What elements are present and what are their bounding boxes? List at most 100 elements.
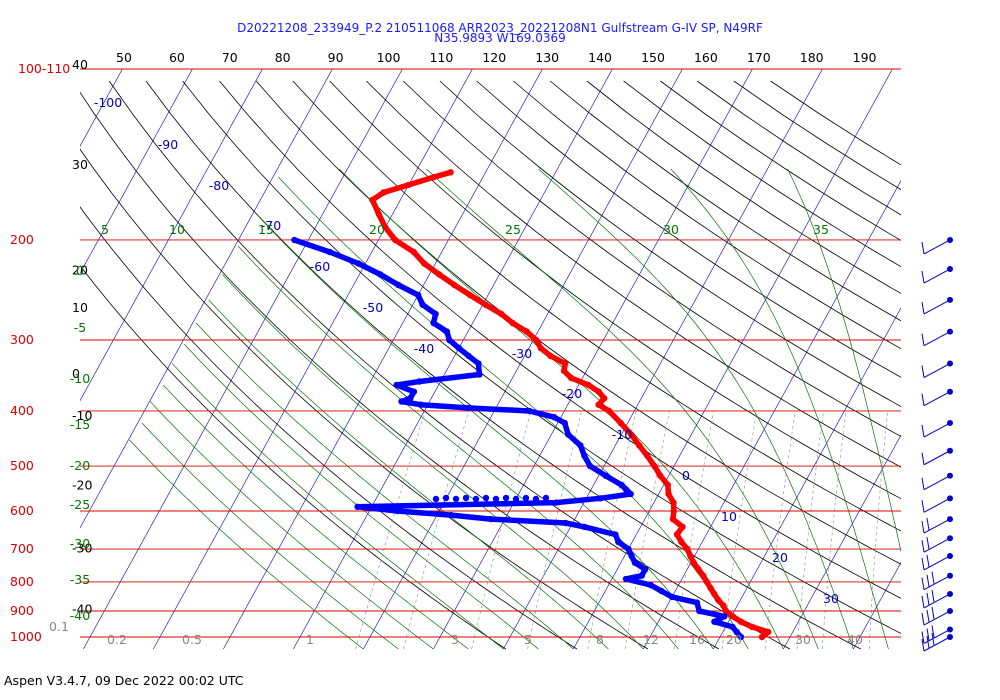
dewpoint-trace-point <box>737 633 745 641</box>
temperature-trace-point <box>595 388 602 395</box>
mixing-ratio-line <box>587 410 637 650</box>
dewpoint-trace-point <box>395 281 402 289</box>
wind-barbs <box>921 236 953 652</box>
mixing-ratio-label: 40 <box>847 632 863 647</box>
temperature-trace-point <box>568 374 575 382</box>
wind-barb-feather <box>926 592 930 606</box>
altitude-tick-label: 10 <box>72 300 88 315</box>
dewpoint-trace-point <box>492 495 500 503</box>
temperature-trace-point <box>436 271 443 278</box>
isotherm-line <box>783 434 901 650</box>
wind-barb-staff <box>923 636 951 652</box>
temperature-trace-point <box>651 462 658 470</box>
dewpoint-trace-point <box>393 381 400 389</box>
top-scale-label: 130 <box>535 50 559 65</box>
dewpoint-trace-point <box>602 472 609 479</box>
top-scale-label: 60 <box>169 50 185 65</box>
dewpoint-trace-point <box>615 538 622 546</box>
temperature-trace-point <box>695 566 702 573</box>
moist-adiabat-left-label: -25 <box>70 497 90 512</box>
temperature-trace-point <box>720 602 727 609</box>
moist-adiabat-label: 25 <box>505 222 521 237</box>
altitude-tick-label: -20 <box>72 478 92 493</box>
temperature-trace-point <box>601 395 608 402</box>
wind-barb-dot <box>947 634 953 640</box>
temperature-trace-point <box>447 169 454 176</box>
temperature-trace-point <box>703 578 711 586</box>
wind-barb-dot <box>947 447 953 454</box>
dewpoint-trace-point <box>625 545 632 553</box>
top-scale-label: 90 <box>328 50 344 65</box>
dry-adiabat <box>80 148 649 650</box>
moist-adiabat-left-label: -15 <box>70 417 90 432</box>
dewpoint-trace-point <box>542 494 550 502</box>
dewpoint-trace-point <box>462 494 470 502</box>
temperature-trace-point <box>628 431 635 438</box>
wind-barb-feather <box>921 452 925 465</box>
wind-barb-staff <box>923 497 951 513</box>
isotherm-line <box>83 69 403 650</box>
top-scale-label: 100 <box>377 50 401 65</box>
dewpoint-trace-point <box>597 495 604 502</box>
moist-adiabat <box>162 384 469 650</box>
isotherm-label: -30 <box>512 346 532 361</box>
temperature-trace-point <box>670 507 677 515</box>
mixing-ratio-line <box>796 410 824 650</box>
temperature-trace-point <box>679 523 686 531</box>
altitude-tick-label: 20 <box>72 262 88 277</box>
dry-adiabat <box>182 80 901 634</box>
wind-barb-feather <box>931 589 935 603</box>
dewpoint-trace-point <box>354 503 361 510</box>
dewpoint-trace-point <box>628 552 635 560</box>
moist-adiabat <box>129 439 364 650</box>
dewpoint-trace-point <box>398 398 405 405</box>
isotherm-label: 30 <box>823 591 839 606</box>
dewpoint-trace-point <box>631 559 639 566</box>
dewpoint-trace-point <box>647 581 654 589</box>
altitude-tick-label: -30 <box>72 541 92 556</box>
wind-barb-dot <box>947 388 953 395</box>
temperature-trace-point <box>684 545 691 553</box>
dewpoint-trace-point <box>452 495 460 503</box>
mixing-ratio-label: 12 <box>643 632 659 647</box>
isotherm-label: 0 <box>682 468 690 483</box>
isotherm-line <box>0 56 59 649</box>
pressure-tick-label: 800 <box>10 574 34 589</box>
wind-barb-feather <box>921 393 925 406</box>
dry-adiabat <box>402 80 901 437</box>
temperature-trace-point <box>729 613 736 620</box>
isotherm-line <box>573 69 893 650</box>
dewpoint-trace-point <box>642 566 649 573</box>
dewpoint-trace-point <box>668 593 676 601</box>
isotherm-line <box>993 56 1000 649</box>
pressure-tick-label: 300 <box>10 332 34 347</box>
temperature-trace-point <box>664 481 671 489</box>
temperature-trace-point <box>430 173 438 181</box>
temperature-trace-point <box>669 515 677 523</box>
pressure-tick-label: 700 <box>10 541 34 556</box>
dewpoint-trace-point <box>618 481 625 489</box>
moist-adiabat <box>171 363 504 650</box>
wind-barb-feather <box>931 571 935 584</box>
mixing-ratio-label: 20 <box>726 632 742 647</box>
chart-title: D20221208_233949_P.2 210511068 ARR2023_2… <box>237 21 763 35</box>
wind-barb-feather <box>926 628 930 641</box>
altitude-tick-label: -40 <box>72 602 92 617</box>
dewpoint-trace-point <box>443 328 451 335</box>
dewpoint-trace-point <box>627 490 634 498</box>
wind-barb-feather <box>921 577 925 590</box>
isotherm-line <box>223 69 543 650</box>
dry-adiabat <box>219 80 901 599</box>
dewpoint-trace-point <box>446 336 453 344</box>
temperature-trace-point <box>748 623 756 631</box>
pressure-tick-label: 400 <box>10 403 34 418</box>
temperature-trace-point <box>532 336 540 344</box>
moist-adiabat <box>787 168 901 553</box>
dry-adiabat <box>696 80 901 216</box>
isotherm-line <box>293 69 613 650</box>
dewpoint-trace-point <box>464 404 472 412</box>
dry-adiabat <box>292 80 901 532</box>
dewpoint-trace-point <box>476 371 483 378</box>
dewpoint-trace-point <box>581 523 588 531</box>
temperature-trace-point <box>560 367 568 375</box>
